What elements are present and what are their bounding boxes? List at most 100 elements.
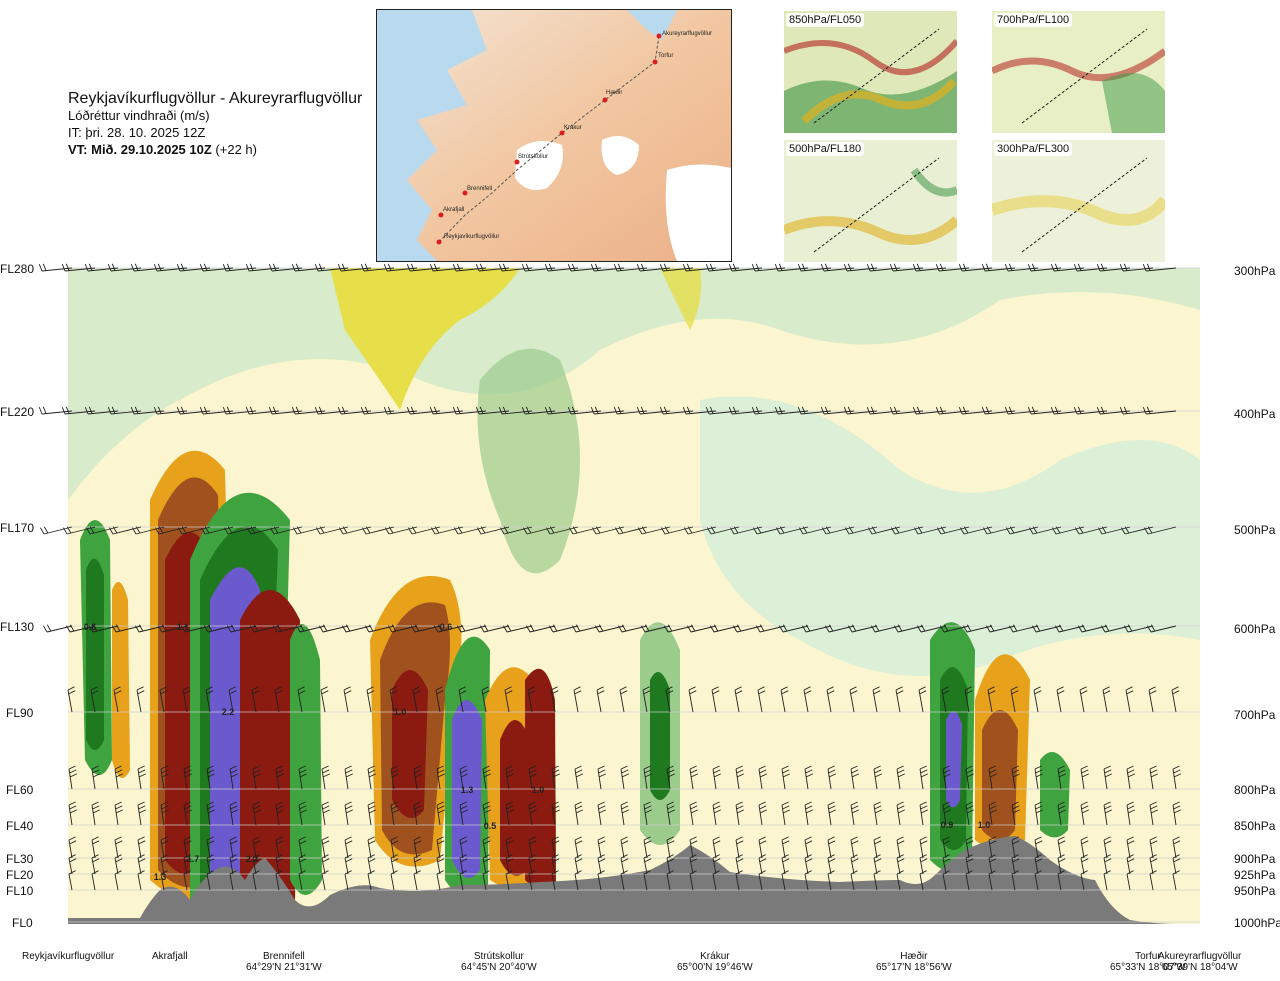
wind-barb (61, 406, 96, 415)
wind-barb (643, 801, 652, 826)
wind-barb (896, 870, 904, 891)
place-coord: 64°45'N 20°40'W (461, 962, 537, 973)
panel-700hpa-map (992, 11, 1165, 133)
wind-barb (827, 765, 836, 790)
place-name: Krákur (700, 951, 730, 962)
wind-barb (960, 526, 993, 535)
wind-barb (504, 686, 513, 713)
issue-time: IT: þri. 28. 10. 2025 12Z (68, 125, 206, 140)
wind-barb (176, 406, 211, 415)
wind-barb (343, 686, 352, 713)
wind-barb (1149, 854, 1158, 875)
wind-barb (1098, 526, 1131, 535)
wind-barb (988, 836, 997, 859)
wind-barb (406, 263, 441, 272)
wind-barb (1125, 686, 1134, 713)
fl-label: FL130 (0, 620, 35, 634)
wind-barb (160, 870, 168, 891)
wind-barb (544, 406, 579, 415)
panel-route-line (813, 157, 940, 253)
wind-barb (781, 870, 789, 891)
panel-label: 850hPa/FL050 (786, 13, 865, 27)
hpa-label: 800hPa (1234, 783, 1276, 797)
place-name: Akrafjall (152, 951, 188, 962)
wind-barb (1080, 870, 1088, 891)
wind-barb (158, 624, 188, 633)
wind-barb (687, 624, 717, 633)
wind-barb (682, 263, 717, 272)
contour-region (290, 624, 322, 895)
hpa-label: 925hPa (1234, 868, 1276, 882)
map-label-akrafjall: Akrafjall (443, 207, 464, 213)
wind-barb (132, 526, 165, 535)
wind-barb (114, 870, 122, 891)
wind-barb (367, 870, 375, 891)
place-label: Krákur 65°00'N 19°46'W (677, 951, 753, 973)
wind-barb (550, 686, 559, 713)
wind-barb (735, 836, 744, 859)
place-label: Akrafjall (152, 951, 188, 962)
wind-barb (822, 526, 855, 535)
wind-barb (229, 870, 237, 891)
wind-barb (636, 406, 671, 415)
map-glacier-1 (515, 141, 563, 191)
contour-region (1040, 752, 1070, 838)
wind-barb (804, 854, 813, 875)
fl-label: FL30 (6, 852, 34, 866)
wind-barb (66, 624, 96, 633)
wind-barb (1126, 801, 1135, 826)
wind-barb (758, 801, 767, 826)
wind-barb (528, 836, 537, 859)
wind-barb (482, 765, 491, 790)
wind-barb (68, 765, 77, 790)
wind-barb (367, 801, 376, 826)
route-map: Akureyrarflugvöllur Torfur Hæðir Krákur … (376, 9, 732, 262)
wind-barb (137, 801, 146, 826)
wind-barb (684, 526, 717, 535)
wind-barb (431, 526, 464, 535)
wind-barb (572, 624, 602, 633)
wind-barb (183, 854, 192, 875)
wind-barb (1029, 526, 1062, 535)
wind-barb (659, 406, 694, 415)
wind-barb (270, 526, 303, 535)
wind-barb (963, 624, 993, 633)
wind-barb (388, 624, 418, 633)
wind-barb (590, 406, 625, 415)
wind-barb (940, 624, 970, 633)
wind-barb (942, 801, 951, 826)
wind-barb (666, 801, 675, 826)
wind-barb (252, 801, 261, 826)
wind-barb (436, 765, 445, 790)
wind-barb (1172, 870, 1180, 891)
wind-barb (914, 526, 947, 535)
wind-barb (666, 870, 674, 891)
wind-barb (958, 406, 993, 415)
hpa-label: 500hPa (1234, 523, 1276, 537)
wind-barb (160, 765, 169, 790)
waypoint-marker (652, 59, 658, 65)
wind-barb (845, 526, 878, 535)
value-label: 0.5 (484, 821, 497, 831)
wind-barb (574, 870, 582, 891)
wind-barb (638, 526, 671, 535)
value-label: 2.2 (246, 854, 259, 864)
wind-barb (503, 624, 533, 633)
fl-label: FL170 (0, 521, 35, 535)
wind-barb (275, 801, 284, 826)
wind-barb (91, 836, 100, 859)
wind-barb (712, 870, 720, 891)
value-label: 1.0 (394, 707, 407, 717)
wind-barb (779, 624, 809, 633)
wind-barb (1096, 406, 1131, 415)
wind-barb (91, 765, 100, 790)
wind-barb (183, 801, 192, 826)
wind-barb (866, 406, 901, 415)
valid-time-lead: (+22 h) (215, 142, 257, 157)
wind-barb (413, 854, 422, 875)
wind-barb (988, 765, 997, 790)
wind-barb (597, 836, 606, 859)
wind-barb (1057, 854, 1066, 875)
wind-barb (780, 686, 789, 713)
wind-barb (452, 263, 487, 272)
